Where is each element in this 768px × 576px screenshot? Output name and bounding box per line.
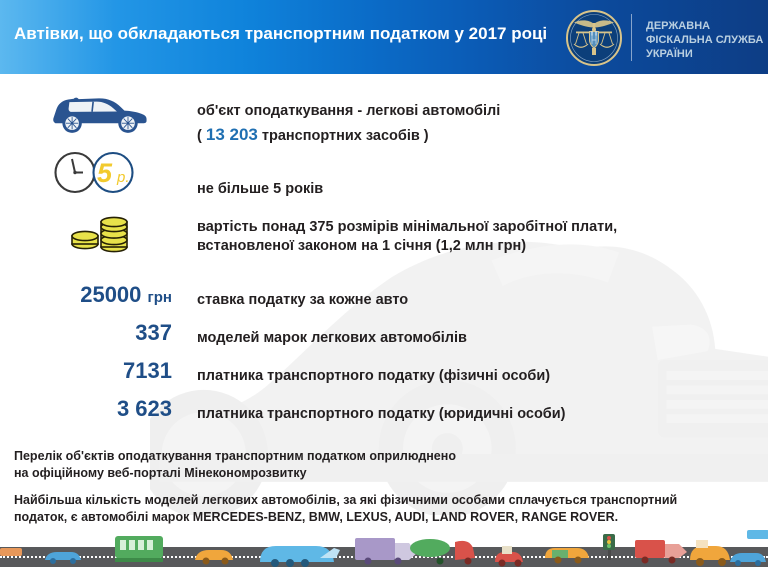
svg-text:р.: р. xyxy=(116,169,130,186)
svg-text:5: 5 xyxy=(97,158,113,188)
